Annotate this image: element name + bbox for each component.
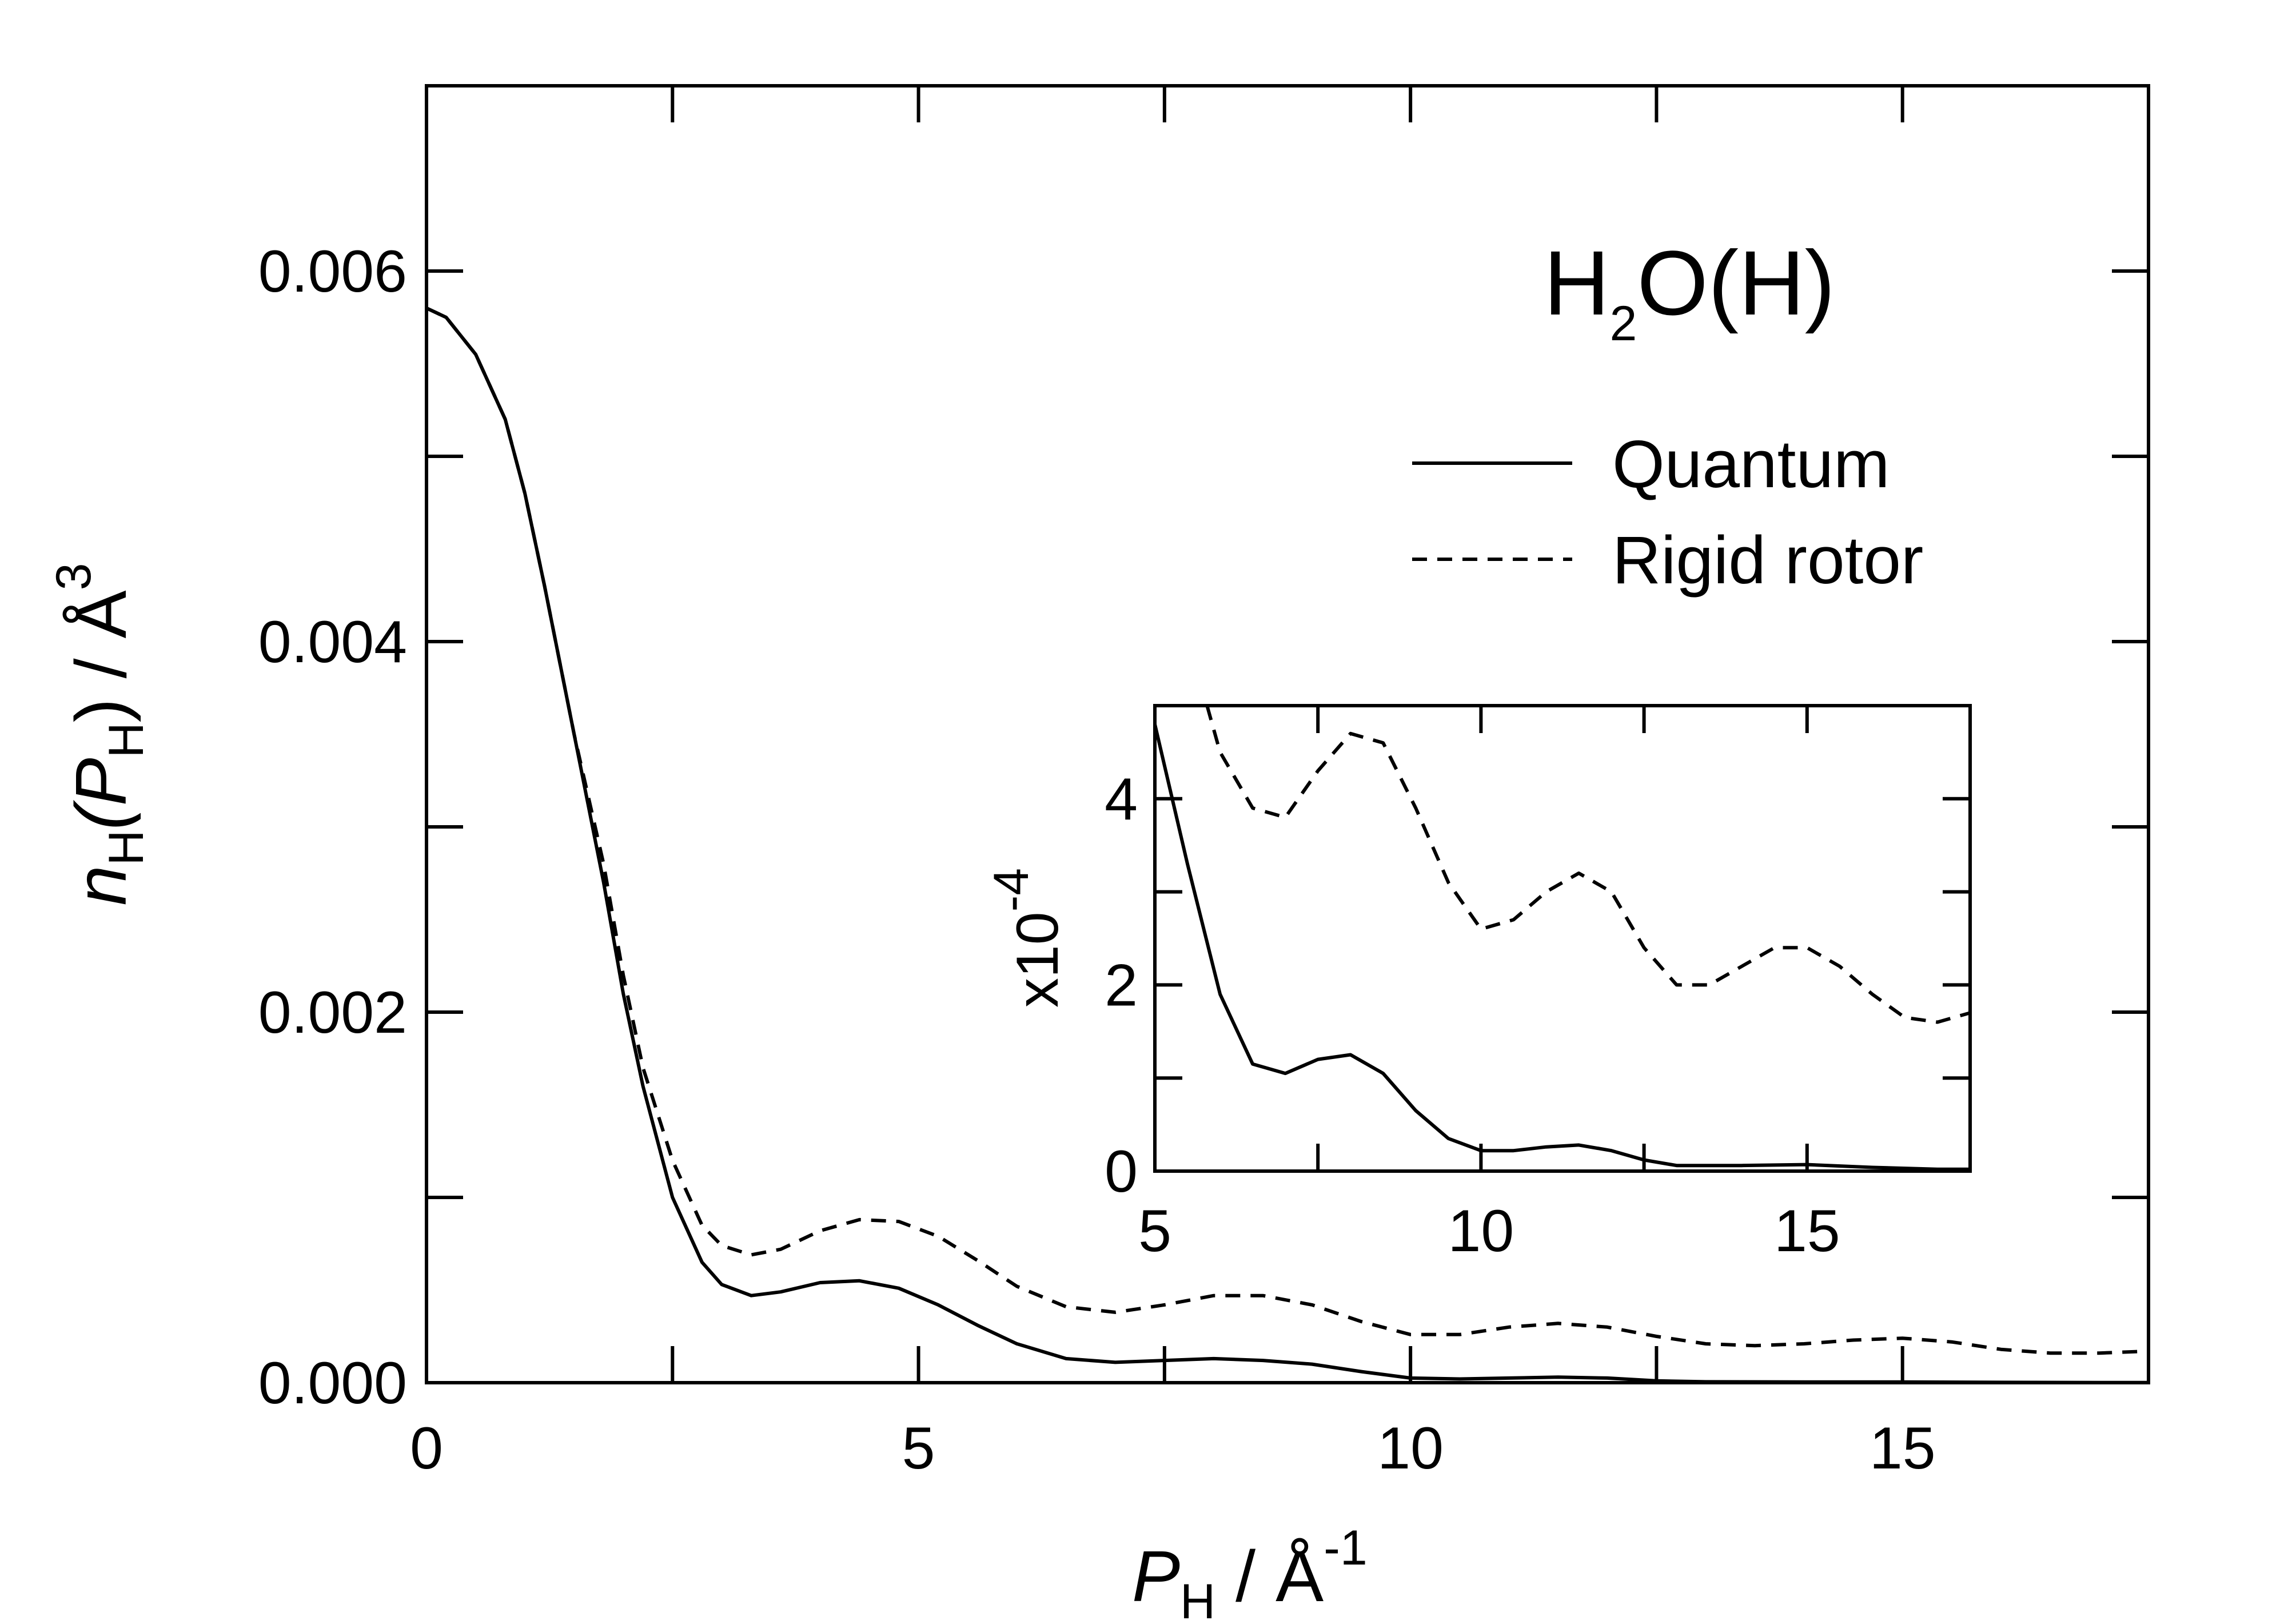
main-y-tick-label: 0.006 <box>258 238 407 305</box>
main-plot-frame <box>425 84 2150 1384</box>
y-axis-label: nH(PH) / Å3 <box>46 563 154 905</box>
inset-curves <box>1155 706 1970 1171</box>
x-axis-label: PH / Å-1 <box>1132 1521 1368 1620</box>
main-x-tick-label: 10 <box>1377 1415 1444 1482</box>
main-x-tick-label: 5 <box>902 1415 935 1482</box>
inset-y-label-text: x10-4 <box>984 868 1071 1008</box>
main-series-quantum <box>426 307 2148 1383</box>
inset-y-axis-label: x10-4 <box>984 868 1071 1008</box>
inset-y-tick-label: 0 <box>1105 1139 1138 1205</box>
y-label-post: ) / Å <box>61 590 141 722</box>
x-label-sup: -1 <box>1324 1521 1367 1575</box>
inset-y-tick-label: 4 <box>1105 766 1138 833</box>
main-series-rigid-rotor <box>426 307 2148 1355</box>
annotation-rest: O(H) <box>1637 232 1835 334</box>
legend: Quantum Rigid rotor <box>1412 427 1923 598</box>
inset-plot: 5 10 15 0 2 4 <box>1105 704 1972 1264</box>
main-x-tick-label: 0 <box>410 1415 443 1482</box>
annotation-main: H <box>1544 232 1610 334</box>
x-label-rest: / Å <box>1215 1536 1324 1617</box>
inset-x-tick-label: 15 <box>1774 1198 1840 1264</box>
inset-y-label-base: x10 <box>1005 912 1071 1008</box>
annotation-sub: 2 <box>1610 296 1637 351</box>
y-label-sub2: H <box>99 722 154 758</box>
inset-plot-frame <box>1153 704 1972 1173</box>
inset-background <box>1155 706 1970 1171</box>
inset-x-tick-label: 5 <box>1138 1198 1171 1264</box>
inset-series-quantum <box>1155 723 1970 1171</box>
main-curves <box>426 307 2148 1383</box>
annotation-h2o: H2O(H) <box>1544 232 1835 351</box>
y-label-sup: 3 <box>46 563 101 590</box>
legend-quantum-label: Quantum <box>1612 427 1890 502</box>
inset-series-rigid-rotor <box>1205 706 1970 1024</box>
inset-y-tick-label: 2 <box>1105 952 1138 1018</box>
x-label-p: P <box>1132 1536 1180 1617</box>
main-y-tick-label: 0.004 <box>258 609 407 675</box>
y-label-n: n <box>61 866 141 906</box>
main-x-tick-label: 15 <box>1870 1415 1936 1482</box>
y-axis-label-text: nH(PH) / Å3 <box>46 563 154 905</box>
x-label-sub: H <box>1180 1574 1215 1620</box>
main-y-tick-label: 0.000 <box>258 1350 407 1416</box>
y-label-sub1: H <box>99 830 154 865</box>
inset-y-label-sup: -4 <box>984 868 1039 912</box>
main-y-tick-label: 0.002 <box>258 980 407 1046</box>
inset-x-tick-label: 10 <box>1448 1198 1514 1264</box>
y-label-mid: (P <box>61 758 141 830</box>
legend-rigid-label: Rigid rotor <box>1612 523 1923 598</box>
